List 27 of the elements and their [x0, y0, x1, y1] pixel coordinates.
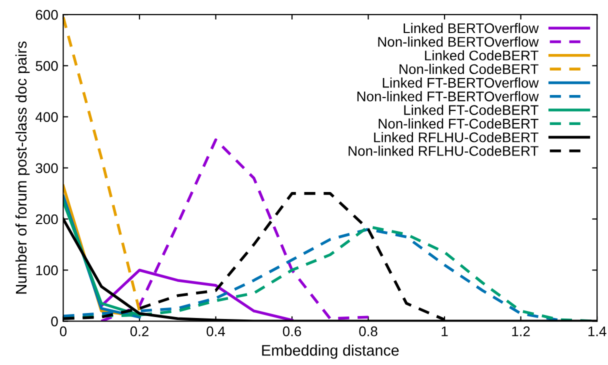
legend-label: Non-linked FT-CodeBERT: [378, 118, 538, 129]
x-tick-label: 1.2: [512, 326, 530, 336]
legend-label: Linked BERTOverflow: [404, 22, 539, 34]
y-axis-title: Number of forum post-class doc pairs: [15, 42, 30, 294]
legend-label: Linked CodeBERT: [425, 50, 538, 60]
y-tick-label: 300: [36, 163, 58, 174]
legend-label: Linked FT-CodeBERT: [404, 104, 538, 115]
y-tick-label: 100: [36, 265, 58, 276]
x-tick-label: 1: [442, 326, 448, 336]
y-tick-label: 0: [51, 316, 58, 326]
x-tick-label: 0.2: [130, 326, 148, 336]
legend-label: Non-linked BERTOverflow: [378, 36, 539, 47]
y-tick-label: 600: [36, 10, 58, 20]
x-tick-label: 0.6: [282, 326, 302, 336]
legend-label: Non-linked RFLHU-CodeBERT: [348, 146, 538, 156]
x-axis-title: Embedding distance: [262, 344, 399, 359]
x-tick-label: 0: [60, 326, 67, 336]
y-tick-label: 500: [36, 61, 58, 71]
legend-label: Linked FT-BERTOverflow: [382, 78, 539, 88]
legend-label: Non-linked CodeBERT: [400, 64, 538, 74]
x-tick-label: 1.4: [588, 326, 606, 336]
legend-label: Linked RFLHU-CodeBERT: [374, 132, 538, 142]
y-tick-label: 400: [36, 112, 58, 122]
legend-label: Non-linked FT-BERTOverflow: [357, 91, 539, 102]
y-tick-label: 200: [36, 214, 58, 224]
x-tick-label: 0.8: [359, 326, 378, 336]
x-tick-label: 0.4: [206, 326, 225, 336]
